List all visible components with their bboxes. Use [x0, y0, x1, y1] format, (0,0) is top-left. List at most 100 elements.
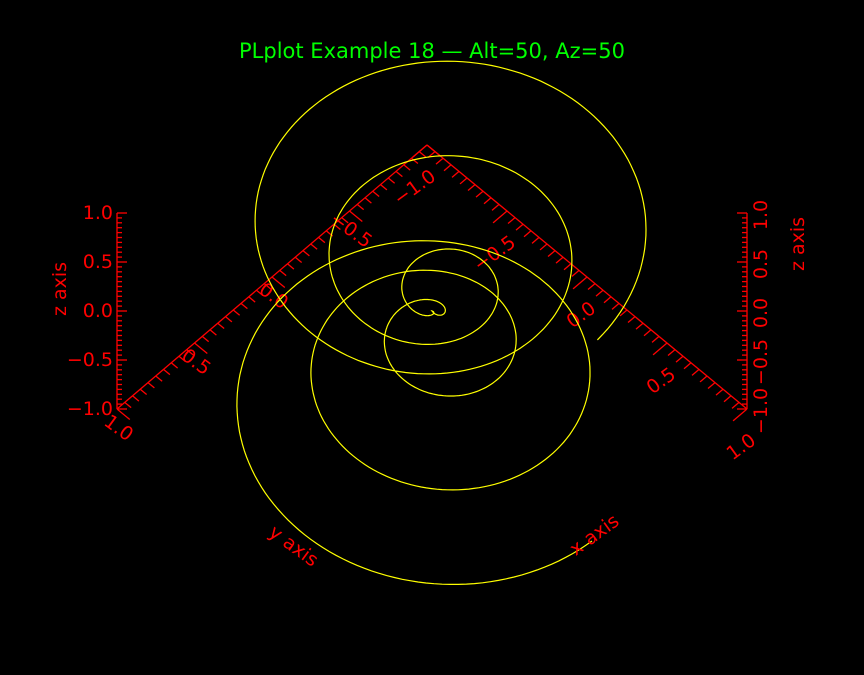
y-tick — [380, 184, 388, 191]
z-tick-label-left: 1.0 — [83, 202, 113, 224]
x-tick — [683, 362, 692, 370]
y-tick — [201, 335, 210, 343]
x-tick — [467, 184, 476, 192]
x-tick — [643, 329, 652, 337]
y-tick — [170, 362, 179, 369]
y-tick — [395, 170, 403, 178]
x-tick — [539, 243, 548, 251]
x-tick — [627, 316, 636, 324]
y-tick — [139, 388, 148, 395]
y-tick — [240, 302, 248, 310]
y-tick — [271, 276, 286, 289]
x-tick — [451, 170, 460, 178]
y-tick — [116, 408, 131, 421]
y-tick — [194, 342, 208, 355]
x-axis-label: x axis — [566, 510, 624, 560]
x-tick — [595, 289, 604, 297]
x-tick — [483, 197, 492, 205]
x-tick — [652, 342, 668, 356]
spiral-curve — [236, 60, 647, 585]
x-tick — [547, 250, 556, 258]
x-tick — [572, 276, 588, 290]
z-tick-label-right: 0.0 — [750, 298, 772, 328]
x-tick — [732, 408, 748, 422]
x-tick — [435, 157, 444, 165]
x-tick — [492, 210, 508, 224]
x-tick — [731, 401, 740, 409]
y-tick — [341, 217, 349, 224]
y-tick — [248, 296, 256, 303]
y-tick — [387, 177, 396, 184]
y-tick — [372, 190, 380, 197]
z-axis-label-right: z axis — [787, 217, 809, 271]
x-tick — [443, 164, 452, 172]
x-tick — [715, 388, 724, 396]
x-tick — [459, 177, 468, 185]
x-tick — [491, 203, 500, 211]
x-tick — [699, 375, 708, 383]
x-tick — [563, 263, 572, 271]
z-tick-label-left: 0.0 — [83, 300, 113, 322]
y-tick — [225, 316, 233, 323]
y-tick — [132, 395, 140, 402]
axis-ticks — [116, 144, 748, 422]
z-tick-label-right: −1.0 — [750, 388, 772, 434]
y-tick — [318, 236, 326, 244]
x-tick — [571, 269, 580, 277]
y-tick — [418, 151, 427, 158]
y-tick — [178, 355, 186, 362]
x-tick — [412, 144, 428, 158]
x-tick — [619, 309, 628, 317]
y-tick — [124, 401, 132, 409]
z-tick-label-right: −0.5 — [750, 339, 772, 385]
y-tick — [217, 322, 225, 329]
y-tick — [356, 203, 365, 211]
z-tick-label-left: 0.5 — [83, 251, 113, 273]
y-tick — [411, 157, 419, 164]
x-tick — [475, 190, 484, 198]
tick-labels: −1.0 −0.5 0.0 0.5 1.0 −0.5 0.0 0.5 1.0 −1.0 −0.5 0.… — [67, 165, 772, 465]
z-tick-label-left: −0.5 — [67, 349, 113, 371]
y-tick — [426, 144, 441, 157]
x-tick — [675, 355, 684, 363]
x-tick-label: 0.0 — [563, 297, 600, 333]
y-tick — [279, 269, 287, 277]
x-tick — [667, 349, 676, 357]
y-tick — [155, 375, 163, 382]
x-tick — [707, 382, 716, 390]
y-tick-label: 0.5 — [177, 344, 214, 380]
y-tick — [403, 164, 411, 171]
x-tick — [651, 335, 660, 343]
y-tick — [163, 368, 171, 376]
x-tick — [603, 296, 612, 304]
y-tick — [263, 283, 272, 290]
y-tick — [256, 289, 264, 296]
y-axis-label: y axis — [265, 521, 323, 571]
z-tick-label-right: 1.0 — [750, 200, 772, 230]
x-tick — [691, 368, 700, 376]
y-tick — [294, 256, 303, 263]
y-tick — [310, 243, 318, 250]
x-tick — [515, 223, 524, 231]
x-tick — [587, 283, 596, 291]
y-tick-label: −0.5 — [326, 208, 376, 253]
x-tick — [531, 236, 540, 244]
y-tick — [349, 210, 363, 223]
z-tick-label-right: 0.5 — [750, 249, 772, 279]
chart-title: PLplot Example 18 — Alt=50, Az=50 — [239, 39, 625, 63]
x-tick — [555, 256, 564, 264]
x-tick — [611, 302, 620, 310]
y-tick — [364, 197, 372, 204]
x-tick — [507, 217, 516, 225]
y-tick — [232, 309, 241, 316]
x-tick — [723, 395, 732, 403]
x-tick — [523, 230, 532, 238]
y-tick — [186, 349, 194, 356]
y-tick — [209, 329, 217, 336]
z-tick-label-left: −1.0 — [67, 398, 113, 420]
y-tick — [147, 382, 155, 389]
y-tick — [333, 223, 341, 230]
x-tick-label: 0.5 — [643, 363, 680, 399]
y-tick — [302, 250, 310, 257]
